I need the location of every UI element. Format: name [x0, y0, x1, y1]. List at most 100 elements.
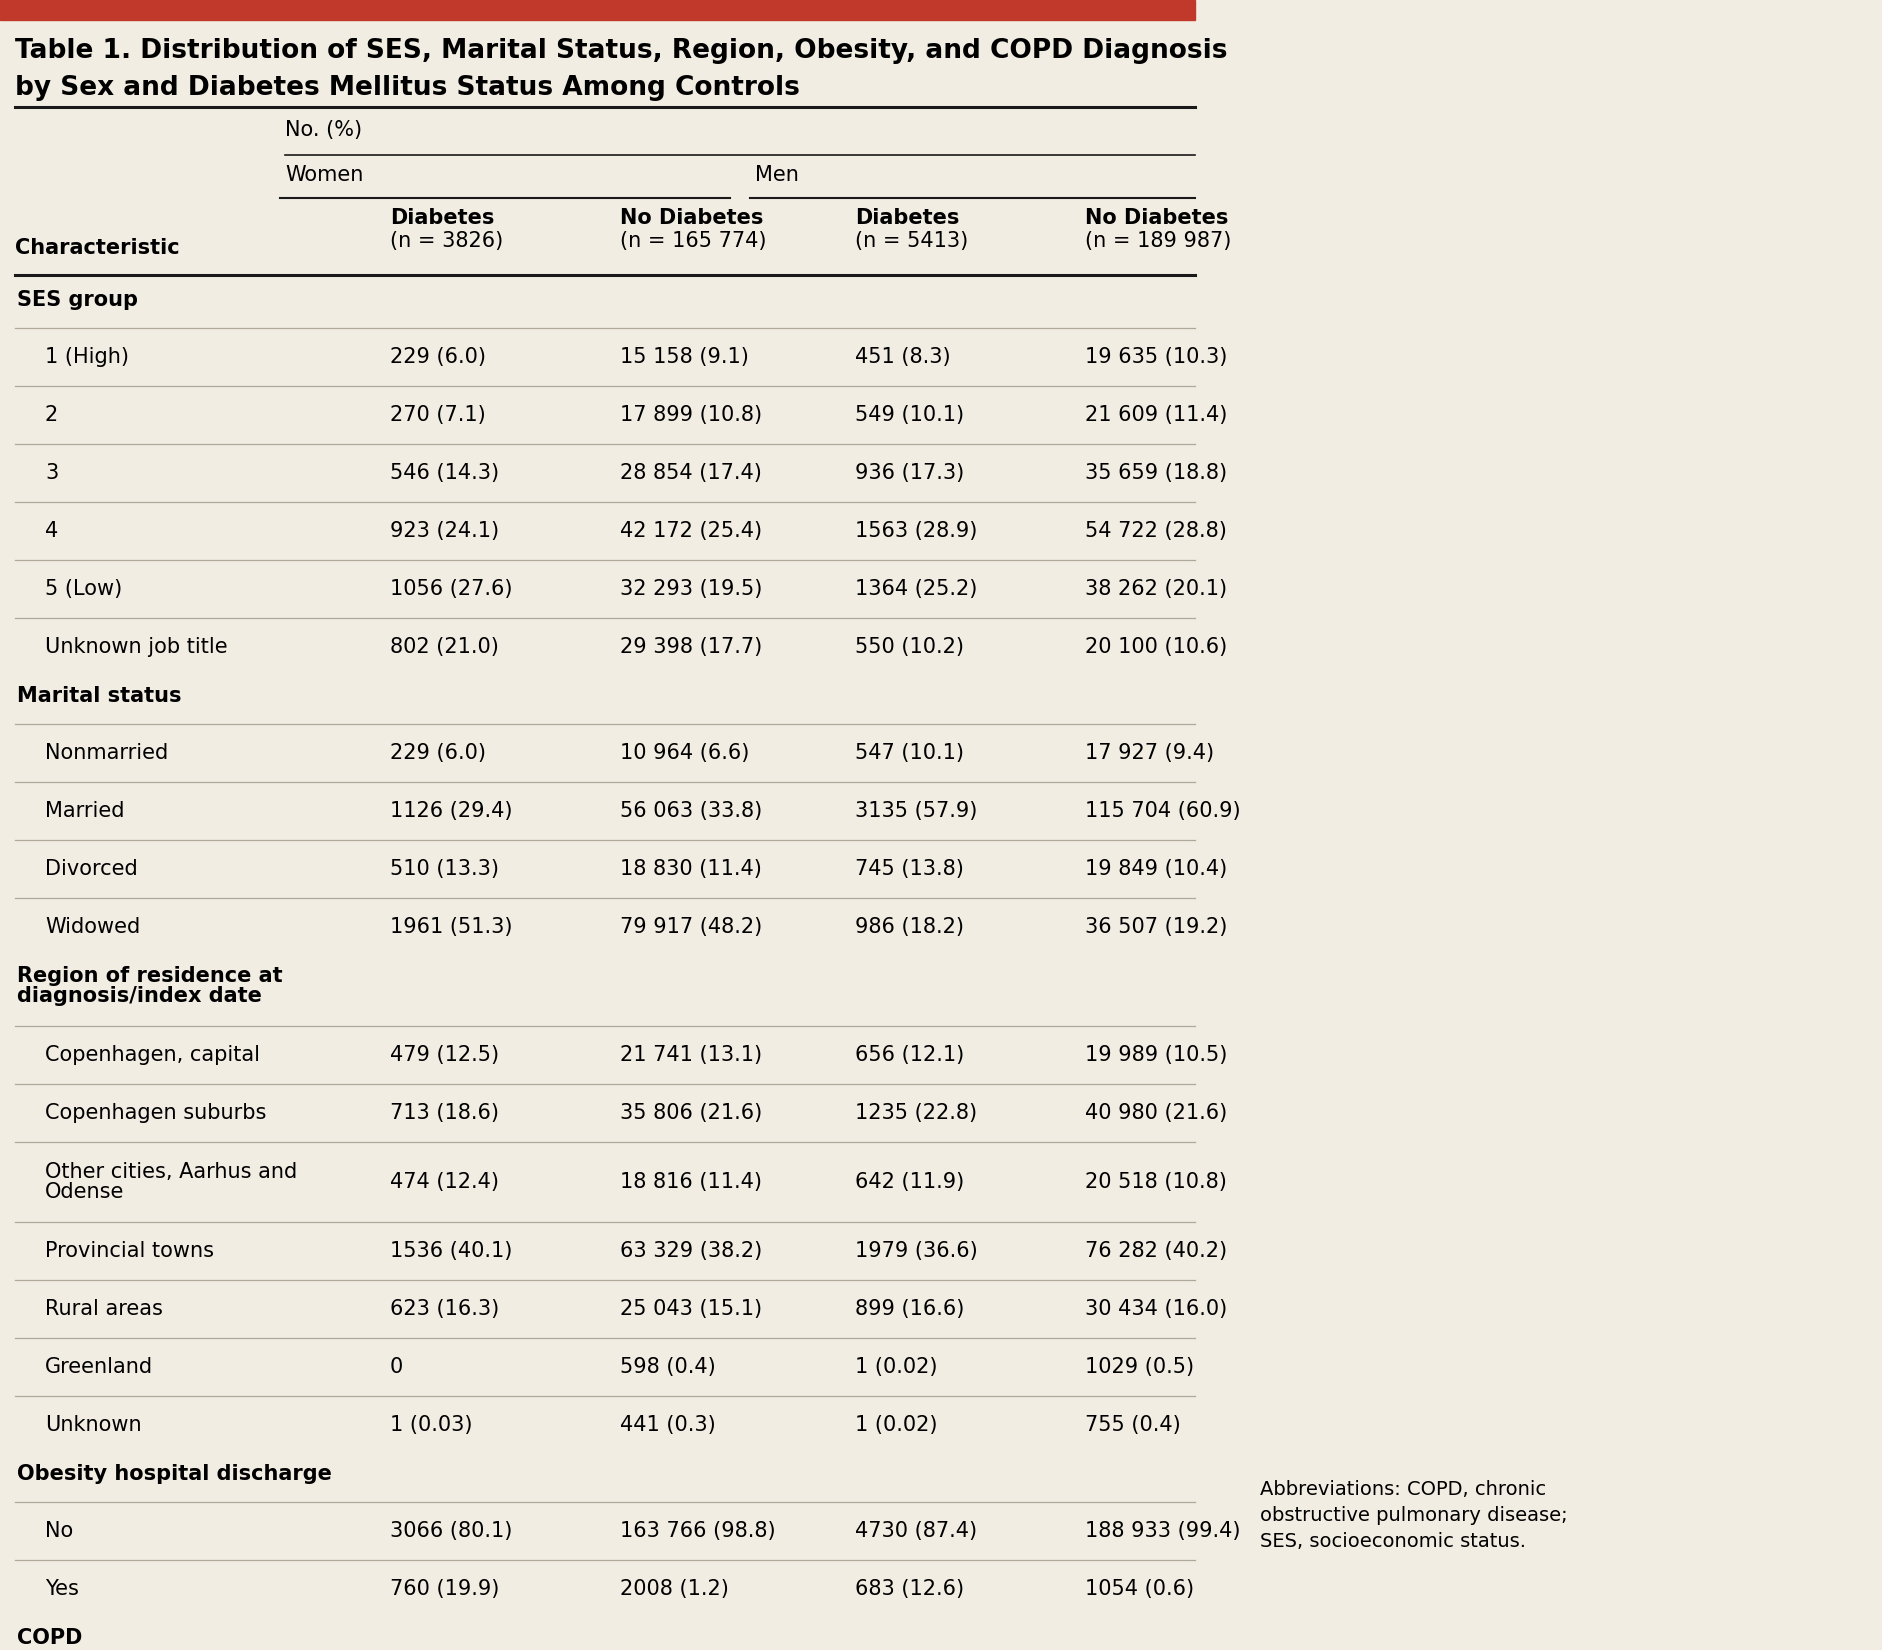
- Text: Nonmarried: Nonmarried: [45, 742, 167, 762]
- Text: 79 917 (48.2): 79 917 (48.2): [619, 917, 762, 937]
- Text: (n = 189 987): (n = 189 987): [1084, 231, 1231, 251]
- Text: 479 (12.5): 479 (12.5): [390, 1044, 499, 1064]
- Text: 3135 (57.9): 3135 (57.9): [854, 800, 977, 822]
- Text: 19 989 (10.5): 19 989 (10.5): [1084, 1044, 1227, 1064]
- Text: 21 741 (13.1): 21 741 (13.1): [619, 1044, 762, 1064]
- Text: 451 (8.3): 451 (8.3): [854, 346, 950, 366]
- Text: 18 830 (11.4): 18 830 (11.4): [619, 860, 762, 879]
- Text: 598 (0.4): 598 (0.4): [619, 1356, 715, 1378]
- Text: 986 (18.2): 986 (18.2): [854, 917, 964, 937]
- Text: 1364 (25.2): 1364 (25.2): [854, 579, 977, 599]
- Text: Widowed: Widowed: [45, 917, 139, 937]
- Text: Unknown job title: Unknown job title: [45, 637, 228, 657]
- Text: 3: 3: [45, 464, 58, 483]
- Text: 5 (Low): 5 (Low): [45, 579, 122, 599]
- Text: 745 (13.8): 745 (13.8): [854, 860, 964, 879]
- Text: 474 (12.4): 474 (12.4): [390, 1172, 499, 1191]
- Text: 760 (19.9): 760 (19.9): [390, 1579, 499, 1599]
- Text: 0: 0: [390, 1356, 403, 1378]
- Text: Obesity hospital discharge: Obesity hospital discharge: [17, 1464, 331, 1483]
- Text: 163 766 (98.8): 163 766 (98.8): [619, 1521, 775, 1541]
- Text: Region of residence at: Region of residence at: [17, 965, 282, 987]
- Text: 683 (12.6): 683 (12.6): [854, 1579, 964, 1599]
- Text: Copenhagen suburbs: Copenhagen suburbs: [45, 1102, 265, 1124]
- Text: 25 043 (15.1): 25 043 (15.1): [619, 1299, 762, 1318]
- Text: 270 (7.1): 270 (7.1): [390, 404, 486, 426]
- Text: No Diabetes: No Diabetes: [1084, 208, 1227, 228]
- Text: 1235 (22.8): 1235 (22.8): [854, 1102, 977, 1124]
- Text: 10 964 (6.6): 10 964 (6.6): [619, 742, 749, 762]
- Text: 35 806 (21.6): 35 806 (21.6): [619, 1102, 762, 1124]
- Text: 4: 4: [45, 521, 58, 541]
- Text: Divorced: Divorced: [45, 860, 137, 879]
- Text: 32 293 (19.5): 32 293 (19.5): [619, 579, 762, 599]
- Text: SES group: SES group: [17, 290, 137, 310]
- Text: Men: Men: [755, 165, 798, 185]
- Text: 547 (10.1): 547 (10.1): [854, 742, 964, 762]
- Text: 1029 (0.5): 1029 (0.5): [1084, 1356, 1193, 1378]
- Text: No: No: [45, 1521, 73, 1541]
- Text: 56 063 (33.8): 56 063 (33.8): [619, 800, 762, 822]
- Text: 36 507 (19.2): 36 507 (19.2): [1084, 917, 1227, 937]
- Text: Table 1. Distribution of SES, Marital Status, Region, Obesity, and COPD Diagnosi: Table 1. Distribution of SES, Marital St…: [15, 38, 1227, 64]
- Text: Diabetes: Diabetes: [390, 208, 495, 228]
- Text: Diabetes: Diabetes: [854, 208, 958, 228]
- Text: Odense: Odense: [45, 1181, 124, 1201]
- Text: 1126 (29.4): 1126 (29.4): [390, 800, 512, 822]
- Text: 42 172 (25.4): 42 172 (25.4): [619, 521, 762, 541]
- Text: 19 635 (10.3): 19 635 (10.3): [1084, 346, 1227, 366]
- Text: Women: Women: [284, 165, 363, 185]
- Text: 229 (6.0): 229 (6.0): [390, 742, 486, 762]
- Text: Other cities, Aarhus and: Other cities, Aarhus and: [45, 1162, 297, 1181]
- Text: 656 (12.1): 656 (12.1): [854, 1044, 964, 1064]
- Text: 802 (21.0): 802 (21.0): [390, 637, 499, 657]
- Text: 713 (18.6): 713 (18.6): [390, 1102, 499, 1124]
- Text: obstructive pulmonary disease;: obstructive pulmonary disease;: [1259, 1506, 1568, 1525]
- Text: diagnosis/index date: diagnosis/index date: [17, 987, 262, 1006]
- Text: 115 704 (60.9): 115 704 (60.9): [1084, 800, 1240, 822]
- Text: 40 980 (21.6): 40 980 (21.6): [1084, 1102, 1227, 1124]
- Text: Married: Married: [45, 800, 124, 822]
- Text: 1 (0.02): 1 (0.02): [854, 1416, 937, 1436]
- Text: 1054 (0.6): 1054 (0.6): [1084, 1579, 1193, 1599]
- Text: 623 (16.3): 623 (16.3): [390, 1299, 499, 1318]
- Text: Rural areas: Rural areas: [45, 1299, 162, 1318]
- Text: (n = 165 774): (n = 165 774): [619, 231, 766, 251]
- Text: by Sex and Diabetes Mellitus Status Among Controls: by Sex and Diabetes Mellitus Status Amon…: [15, 74, 800, 101]
- Text: 1961 (51.3): 1961 (51.3): [390, 917, 512, 937]
- Text: No Diabetes: No Diabetes: [619, 208, 762, 228]
- Text: 21 609 (11.4): 21 609 (11.4): [1084, 404, 1227, 426]
- Text: SES, socioeconomic status.: SES, socioeconomic status.: [1259, 1531, 1524, 1551]
- Text: 2: 2: [45, 404, 58, 426]
- Text: Characteristic: Characteristic: [15, 238, 179, 257]
- Bar: [0, 0, 1195, 20]
- Text: 1056 (27.6): 1056 (27.6): [390, 579, 512, 599]
- Text: 18 816 (11.4): 18 816 (11.4): [619, 1172, 762, 1191]
- Text: 20 100 (10.6): 20 100 (10.6): [1084, 637, 1227, 657]
- Text: 899 (16.6): 899 (16.6): [854, 1299, 964, 1318]
- Text: 2008 (1.2): 2008 (1.2): [619, 1579, 728, 1599]
- Text: 1 (0.03): 1 (0.03): [390, 1416, 472, 1436]
- Text: 17 927 (9.4): 17 927 (9.4): [1084, 742, 1214, 762]
- Text: 1 (High): 1 (High): [45, 346, 130, 366]
- Text: Yes: Yes: [45, 1579, 79, 1599]
- Text: 54 722 (28.8): 54 722 (28.8): [1084, 521, 1227, 541]
- Text: 20 518 (10.8): 20 518 (10.8): [1084, 1172, 1227, 1191]
- Text: 19 849 (10.4): 19 849 (10.4): [1084, 860, 1227, 879]
- Text: 4730 (87.4): 4730 (87.4): [854, 1521, 977, 1541]
- Text: COPD: COPD: [17, 1629, 83, 1648]
- Text: Marital status: Marital status: [17, 686, 181, 706]
- Text: 642 (11.9): 642 (11.9): [854, 1172, 964, 1191]
- Text: Provincial towns: Provincial towns: [45, 1241, 215, 1261]
- Text: (n = 3826): (n = 3826): [390, 231, 502, 251]
- Text: 550 (10.2): 550 (10.2): [854, 637, 964, 657]
- Text: No. (%): No. (%): [284, 120, 361, 140]
- Text: 549 (10.1): 549 (10.1): [854, 404, 964, 426]
- Text: 35 659 (18.8): 35 659 (18.8): [1084, 464, 1227, 483]
- Text: 30 434 (16.0): 30 434 (16.0): [1084, 1299, 1227, 1318]
- Text: 1 (0.02): 1 (0.02): [854, 1356, 937, 1378]
- Text: 29 398 (17.7): 29 398 (17.7): [619, 637, 762, 657]
- Text: 63 329 (38.2): 63 329 (38.2): [619, 1241, 762, 1261]
- Text: 1563 (28.9): 1563 (28.9): [854, 521, 977, 541]
- Text: Unknown: Unknown: [45, 1416, 141, 1436]
